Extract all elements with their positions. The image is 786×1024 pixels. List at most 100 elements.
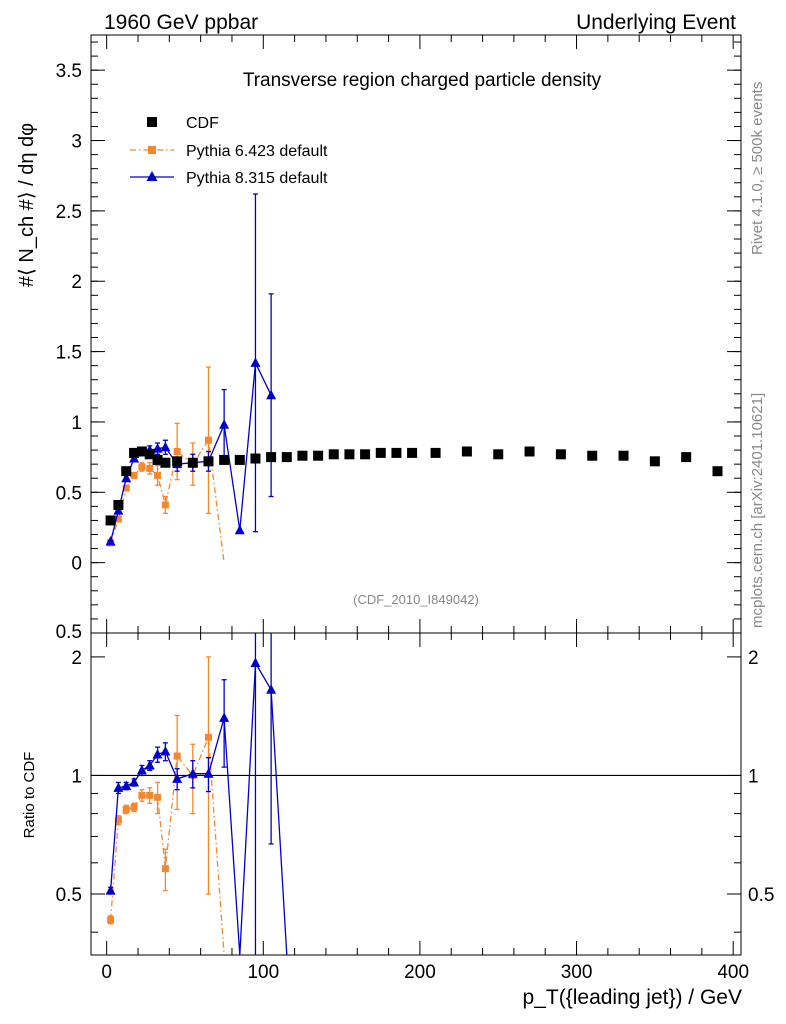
data-point [152, 443, 163, 453]
data-point [146, 464, 154, 472]
data-point [129, 447, 140, 458]
data-point [107, 916, 115, 924]
data-point [138, 463, 146, 471]
y-tick-label-clipped: 0.5 [56, 622, 82, 643]
data-point [219, 712, 230, 722]
y-tick-label: 2 [71, 272, 82, 293]
data-point [160, 441, 171, 452]
data-point [250, 453, 261, 464]
data-point [129, 776, 140, 787]
data-point [160, 746, 171, 756]
x-tick-label: 200 [404, 962, 436, 983]
data-point [266, 684, 277, 694]
data-point [461, 446, 472, 457]
data-point [297, 450, 308, 461]
data-point [136, 764, 147, 775]
main-y-axis-label: #⟨ N_ch #⟩ / dη dφ [16, 123, 38, 287]
legend-marker-pythia8 [146, 171, 158, 181]
data-point [328, 449, 339, 460]
data-point [430, 447, 441, 458]
header-analysis: Underlying Event [576, 11, 736, 34]
mcplots-label: mcplots.cern.ch [arXiv:2401.10621] [749, 393, 766, 628]
data-point [493, 449, 504, 460]
legend: CDF Pythia 6.423 default Pythia 8.315 de… [130, 115, 328, 187]
ratio-y-tick-label: 2 [71, 648, 82, 669]
data-point [204, 436, 212, 444]
data-point [281, 452, 292, 463]
data-point [121, 472, 132, 483]
data-point [524, 446, 535, 457]
data-point [266, 452, 277, 463]
x-tick-label: 100 [247, 962, 279, 983]
y-tick-label: 0 [71, 554, 82, 575]
main-title: Transverse region charged particle densi… [243, 70, 602, 91]
data-point [375, 447, 386, 458]
data-point [618, 450, 629, 461]
data-point [160, 457, 171, 468]
ratio-y-tick-label: 0.5 [56, 885, 82, 906]
x-tick-label: 0 [101, 962, 112, 983]
x-axis-label: p_T({leading jet}) / GeV [523, 986, 742, 1009]
data-point [121, 780, 132, 791]
data-point [105, 885, 116, 895]
data-point [122, 805, 130, 813]
ratio-y-axis-label: Ratio to CDF [21, 752, 38, 839]
data-point [204, 733, 212, 741]
data-point [219, 454, 230, 465]
header-collision: 1960 GeV ppbar [104, 11, 258, 34]
data-point [152, 749, 163, 759]
data-point [407, 447, 418, 458]
data-point [555, 449, 566, 460]
legend-marker-cdf [147, 117, 157, 127]
data-point [172, 773, 183, 783]
data-point [344, 449, 355, 460]
data-point [105, 536, 116, 546]
data-point [121, 466, 132, 477]
main-data [105, 193, 723, 563]
ratio-y-tick-label-right: 2 [748, 648, 759, 669]
y-tick-label: 2.5 [56, 202, 82, 223]
data-point [122, 484, 130, 492]
main-axes: 0 0.5 1 1.5 2 2.5 3 3.5 0.5 [56, 35, 741, 643]
data-point [146, 791, 154, 799]
y-tick-label: 0.5 [56, 483, 82, 504]
data-point [234, 454, 245, 465]
y-tick-label: 3 [71, 132, 82, 153]
ratio-y-tick-label-right: 0.5 [748, 885, 774, 906]
data-point [173, 752, 181, 760]
data-point [219, 419, 230, 429]
x-tick-label: 400 [717, 962, 749, 983]
data-point [203, 456, 214, 467]
data-point [144, 759, 155, 770]
series-line [109, 660, 288, 956]
data-point [587, 450, 598, 461]
ratio-axes: 0 100 200 300 400 0.5 0.5 1 1 2 2 [56, 633, 774, 983]
legend-marker-pythia6 [148, 146, 156, 154]
ratio-y-tick-label-right: 1 [748, 766, 759, 787]
data-point [712, 466, 723, 477]
data-point [391, 447, 402, 458]
ratio-data [105, 633, 288, 956]
data-point [313, 450, 324, 461]
data-point [105, 515, 116, 526]
data-point [130, 803, 138, 811]
data-point [360, 449, 371, 460]
legend-label-pythia8: Pythia 8.315 default [186, 170, 328, 187]
ratio-plot-frame [90, 632, 742, 956]
data-point [136, 446, 147, 457]
data-point [154, 471, 162, 479]
data-point [130, 471, 138, 479]
y-tick-label: 3.5 [56, 61, 82, 82]
data-point [144, 449, 155, 460]
watermark-label: (CDF_2010_I849042) [353, 592, 479, 607]
data-point [114, 816, 122, 824]
data-point [113, 499, 124, 510]
data-point [234, 524, 245, 535]
data-point [203, 768, 214, 778]
data-point [250, 657, 261, 667]
legend-label-pythia6: Pythia 6.423 default [186, 143, 328, 160]
data-point [152, 454, 163, 465]
series-line [109, 737, 225, 956]
data-point [172, 456, 183, 467]
x-tick-label: 300 [561, 962, 593, 983]
